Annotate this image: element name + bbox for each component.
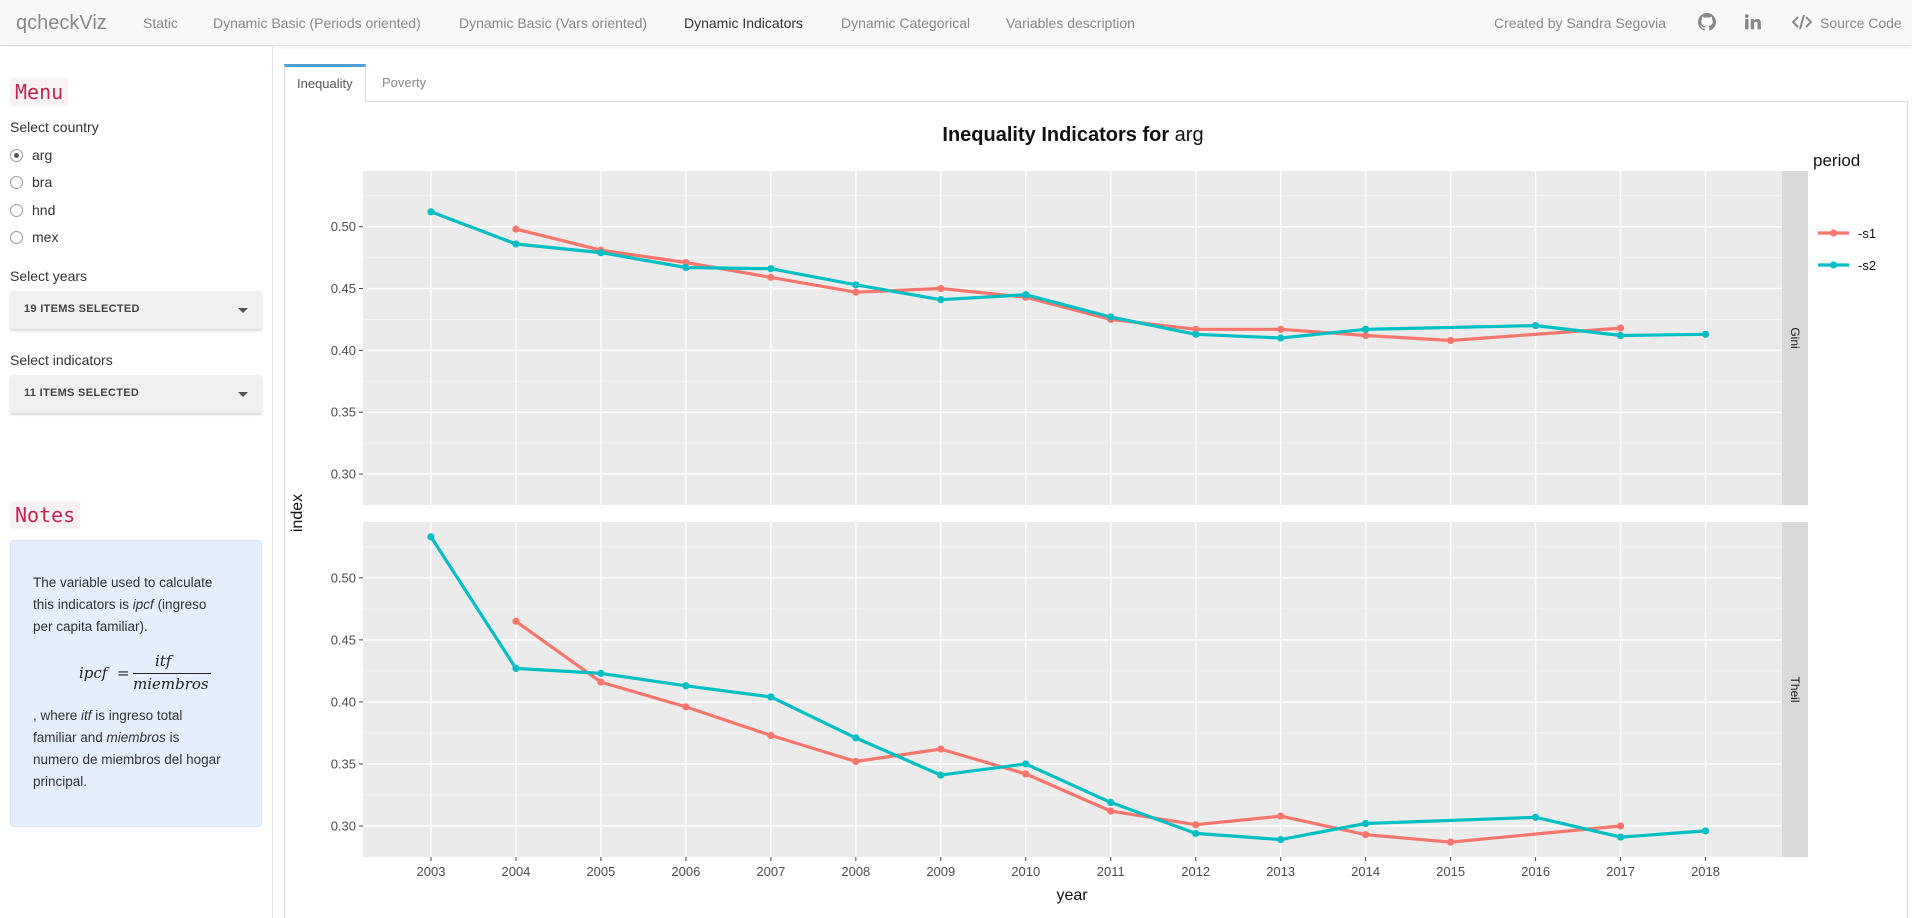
- radio-label: arg: [32, 147, 53, 163]
- nav-dynamic-categorical[interactable]: Dynamic Categorical: [841, 15, 971, 31]
- radio-button[interactable]: [10, 148, 23, 162]
- menu-title: Menu: [10, 78, 69, 106]
- caret-down-icon: [238, 308, 248, 313]
- code-icon[interactable]: [1792, 13, 1812, 31]
- years-dropdown[interactable]: 19 ITEMS SELECTED: [10, 291, 262, 329]
- notes-paragraph-2: , where itf is ingreso total familiar an…: [33, 708, 221, 789]
- radio-bra[interactable]: bra: [10, 173, 52, 191]
- nav-dynamic-indicators[interactable]: Dynamic Indicators: [684, 15, 804, 31]
- select-indicators-label: Select indicators: [10, 352, 113, 368]
- nav-dynamic-basic-periods[interactable]: Dynamic Basic (Periods oriented): [213, 15, 421, 31]
- github-icon[interactable]: [1698, 13, 1716, 31]
- indicators-dropdown[interactable]: 11 ITEMS SELECTED: [10, 375, 262, 413]
- years-dropdown-value: 19 ITEMS SELECTED: [24, 303, 140, 315]
- tab-bar: Inequality Poverty: [284, 64, 1908, 102]
- radio-hnd[interactable]: hnd: [10, 201, 55, 219]
- author-credit: Created by Sandra Segovia: [1494, 15, 1666, 31]
- radio-button[interactable]: [10, 203, 23, 217]
- indicators-dropdown-value: 11 ITEMS SELECTED: [24, 387, 140, 399]
- brand-title[interactable]: qcheckViz: [16, 12, 107, 34]
- ipcf-formula: ipcf = itf miembros: [67, 652, 227, 696]
- radio-button[interactable]: [10, 230, 23, 244]
- radio-mex[interactable]: mex: [10, 228, 58, 246]
- select-country-label: Select country: [10, 119, 99, 135]
- caret-down-icon: [238, 392, 248, 397]
- navbar: qcheckViz Static Dynamic Basic (Periods …: [0, 0, 1912, 46]
- tab-inequality[interactable]: Inequality: [284, 64, 366, 102]
- radio-label: bra: [32, 174, 53, 190]
- nav-dynamic-basic-vars[interactable]: Dynamic Basic (Vars oriented): [459, 15, 648, 31]
- nav-static[interactable]: Static: [143, 15, 179, 31]
- nav-variables-description[interactable]: Variables description: [1006, 15, 1135, 31]
- linkedin-icon[interactable]: [1744, 13, 1762, 31]
- notes-box: The variable used to calculate this indi…: [10, 540, 262, 827]
- radio-button[interactable]: [10, 175, 23, 189]
- notes-paragraph-1: The variable used to calculate this indi…: [33, 575, 213, 634]
- tab-panel: [284, 101, 1908, 918]
- radio-arg[interactable]: arg: [10, 146, 52, 164]
- radio-label: hnd: [32, 202, 56, 218]
- select-years-label: Select years: [10, 268, 88, 284]
- notes-title: Notes: [10, 501, 81, 529]
- tab-poverty[interactable]: Poverty: [382, 75, 427, 90]
- radio-label: mex: [32, 229, 59, 245]
- source-code-link[interactable]: Source Code: [1820, 15, 1902, 31]
